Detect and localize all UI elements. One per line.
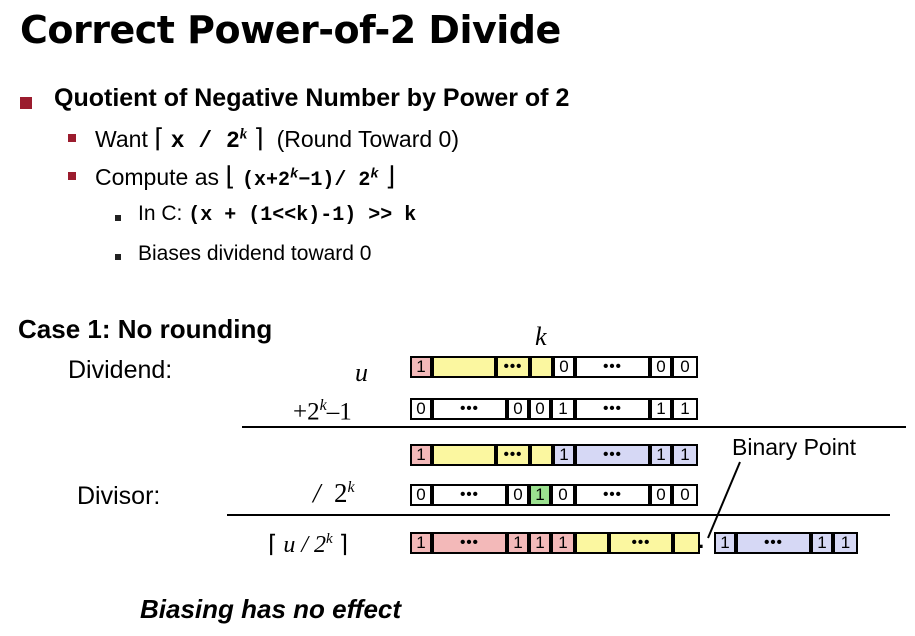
bias-exp: k (319, 397, 327, 414)
div-exp: k (347, 479, 355, 496)
bit-cell-sum: 1 (672, 444, 698, 466)
bullet-want: Want ⌈ x / 2k ⌉ (Round Toward 0) (95, 124, 459, 154)
bias-label: +2k–1 (293, 397, 352, 426)
bit-cell-result_frac: 1 (714, 532, 736, 554)
divide-rule (227, 514, 890, 516)
bullet-quotient: Quotient of Negative Number by Power of … (54, 84, 570, 112)
bit-cell-result_int: 1 (529, 532, 551, 554)
div-base: 2 (334, 478, 348, 508)
bit-cell-result_frac: ••• (736, 532, 811, 554)
bit-cell-u: ••• (575, 356, 650, 378)
want-expr-text: x / 2 (170, 128, 240, 154)
sub-sub-bullet-icon (115, 215, 121, 221)
bullet-inc: In C: (x + (1<<k)-1) >> k (138, 202, 416, 227)
dividend-label: Dividend: (68, 356, 173, 384)
bias-plus: +2 (293, 398, 320, 426)
ceil-left: ⌈ (154, 124, 165, 154)
bit-cell-result_int (575, 532, 609, 554)
bit-cell-bias: 0 (410, 398, 432, 420)
div-slash: / (313, 478, 321, 508)
bit-cell-sum: 1 (553, 444, 575, 466)
divisor-op: / 2k (313, 478, 355, 509)
res-lceil: ⌈ (268, 532, 278, 558)
bit-cell-u: 0 (553, 356, 575, 378)
bit-cell-u: 1 (410, 356, 432, 378)
want-exp: k (239, 126, 248, 143)
compute-prefix: Compute as (95, 164, 220, 190)
bullet-compute: Compute as ⌊ (x+2k−1)/ 2k ⌋ (95, 162, 395, 192)
compute-expr-a: (x+2 (241, 169, 290, 192)
bit-cell-divisor: ••• (432, 484, 507, 506)
bit-cell-sum: ••• (575, 444, 650, 466)
binary-point-dot: . (698, 528, 705, 553)
bit-cell-bias: 0 (529, 398, 551, 420)
bit-cell-bias: 1 (650, 398, 672, 420)
bit-cell-divisor: 0 (410, 484, 432, 506)
bit-cell-divisor: 0 (650, 484, 672, 506)
slide-title: Correct Power-of-2 Divide (20, 8, 561, 52)
bit-cell-u: 0 (650, 356, 672, 378)
bit-cell-u: 0 (672, 356, 698, 378)
divisor-label: Divisor: (77, 482, 161, 510)
inc-code: (x + (1<<k)-1) >> k (188, 204, 417, 227)
bit-cell-result_int: 1 (551, 532, 575, 554)
compute-exp-b: k (370, 166, 379, 183)
bit-cell-u (432, 356, 496, 378)
caption: Biasing has no effect (140, 594, 402, 624)
bit-cell-divisor: ••• (575, 484, 650, 506)
bit-cell-result_int: ••• (432, 532, 507, 554)
binary-point-label: Binary Point (732, 434, 857, 460)
bit-cell-result_int: 1 (410, 532, 432, 554)
bit-cell-u: ••• (496, 356, 530, 378)
bit-cell-bias: 1 (672, 398, 698, 420)
want-prefix: Want (95, 126, 148, 152)
bit-cell-sum: ••• (496, 444, 530, 466)
want-suffix: (Round Toward 0) (276, 126, 460, 152)
compute-exp-a: k (289, 166, 299, 183)
want-expr: x / 2k (170, 126, 248, 154)
res-text: u / 2 (283, 532, 327, 558)
u-label: u (355, 358, 368, 387)
bit-cell-result_frac: 1 (811, 532, 833, 554)
sub-bullet-icon (68, 172, 76, 180)
ceil-right: ⌉ (253, 124, 264, 154)
sub-sub-bullet-icon (115, 254, 121, 260)
compute-expr: (x+2k−1)/ 2k (241, 166, 379, 192)
bit-cell-bias: ••• (432, 398, 507, 420)
bit-cell-divisor: 1 (529, 484, 551, 506)
k-marker: k (535, 322, 547, 351)
bit-cell-divisor: 0 (551, 484, 575, 506)
bit-cell-result_frac: 1 (833, 532, 858, 554)
bit-cell-sum: 1 (650, 444, 672, 466)
bias-minus: –1 (326, 398, 352, 426)
compute-expr-b: −1)/ 2 (298, 169, 371, 192)
bit-cell-sum (530, 444, 553, 466)
bit-cell-result_int (673, 532, 700, 554)
result-label: ⌈ u / 2k ⌉ (268, 530, 348, 559)
res-exp: k (326, 531, 333, 547)
sum-rule (242, 426, 906, 428)
case-label: Case 1: No rounding (18, 314, 273, 344)
res-rceil: ⌉ (338, 532, 349, 558)
binary-point-arrow-line (707, 461, 741, 539)
bit-cell-sum: 1 (410, 444, 432, 466)
bit-cell-u (530, 356, 553, 378)
bit-cell-result_int: 1 (507, 532, 529, 554)
bullet-square-icon (20, 97, 32, 109)
bit-cell-divisor: 0 (507, 484, 529, 506)
bullet-biases: Biases dividend toward 0 (138, 242, 372, 265)
bit-cell-result_int: ••• (609, 532, 673, 554)
floor-right: ⌋ (385, 162, 396, 192)
sub-bullet-icon (68, 134, 76, 142)
bit-cell-bias: ••• (575, 398, 650, 420)
bit-cell-divisor: 0 (672, 484, 698, 506)
inc-prefix: In C: (138, 202, 183, 225)
floor-left: ⌊ (225, 162, 236, 192)
bit-cell-bias: 0 (507, 398, 529, 420)
bit-cell-bias: 1 (551, 398, 575, 420)
bit-cell-sum (432, 444, 496, 466)
